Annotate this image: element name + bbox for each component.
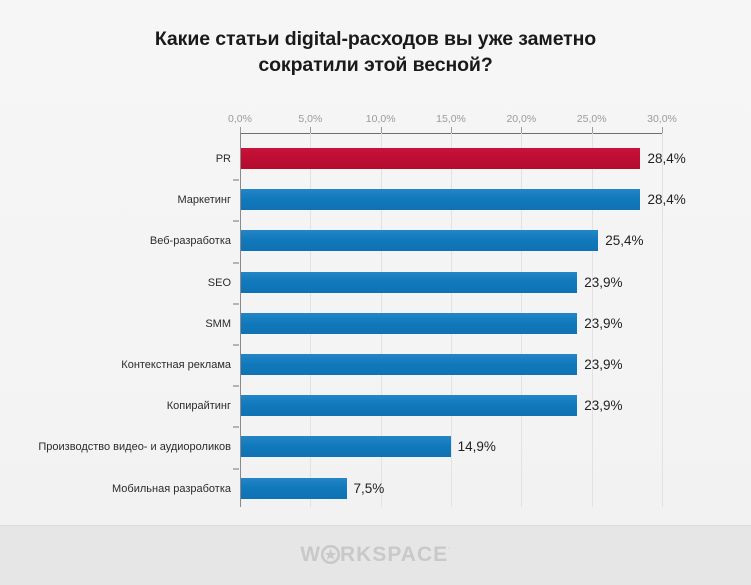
plot-area <box>240 133 663 507</box>
x-tick-label: 10,0% <box>365 113 396 125</box>
x-tick <box>521 127 523 133</box>
x-tick <box>380 127 382 133</box>
page-title: Какие статьи digital-расходов вы уже зам… <box>60 26 691 78</box>
y-tick <box>233 220 239 223</box>
chart-title-line-2: сократили этой весной? <box>258 54 493 76</box>
gridline-0,0% <box>240 133 241 507</box>
bar[interactable] <box>241 230 599 252</box>
x-tick <box>662 127 663 133</box>
gridline-30,0% <box>662 133 663 507</box>
gridline-25,0% <box>591 133 593 507</box>
value-label: 23,9% <box>584 357 623 372</box>
value-label: 14,9% <box>457 439 496 455</box>
x-tick <box>240 127 241 133</box>
category-label: SMM <box>205 317 231 330</box>
x-tick <box>451 127 452 133</box>
value-label: 23,9% <box>584 315 623 331</box>
y-tick <box>233 467 239 470</box>
bar[interactable] <box>241 436 451 458</box>
category-label: Мобильная разработка <box>112 482 231 495</box>
bar[interactable] <box>241 477 347 499</box>
value-label: 25,4% <box>605 233 644 249</box>
category-label: Копирайтинг <box>166 400 231 413</box>
x-tick <box>591 127 593 133</box>
value-label: 28,4% <box>647 192 686 208</box>
y-tick <box>233 302 239 305</box>
category-label: Контекстная реклама <box>121 359 231 371</box>
category-label: SEO <box>207 276 231 289</box>
bar[interactable] <box>241 354 578 375</box>
category-label: PR <box>215 153 231 165</box>
y-tick <box>233 385 239 388</box>
value-label: 23,9% <box>584 274 623 290</box>
x-tick <box>310 127 312 133</box>
value-label: 28,4% <box>647 151 686 166</box>
category-label: Производство видео- и аудиороликов <box>38 441 231 454</box>
y-tick <box>233 261 239 264</box>
watermark-logo: W RKSPACE˙ <box>0 543 751 567</box>
bar[interactable] <box>241 312 578 334</box>
bar[interactable] <box>241 189 641 211</box>
y-tick <box>233 344 239 346</box>
footer-bar: W RKSPACE˙ <box>0 525 751 585</box>
x-tick-label: 5,0% <box>298 113 323 125</box>
category-label: Веб-разработка <box>149 235 231 248</box>
value-label: 23,9% <box>584 398 623 414</box>
value-label: 7,5% <box>353 480 385 496</box>
x-tick-label: 25,0% <box>576 113 607 125</box>
y-tick <box>233 426 239 429</box>
y-tick <box>233 179 239 182</box>
x-tick-label: 0,0% <box>228 113 252 125</box>
watermark-text-right: RKSPACE <box>340 543 449 566</box>
bar[interactable] <box>241 148 641 169</box>
x-tick-label: 20,0% <box>506 113 537 125</box>
bar[interactable] <box>241 271 578 293</box>
x-tick-label: 15,0% <box>436 113 466 125</box>
chart-card: Какие статьи digital-расходов вы уже зам… <box>0 0 751 525</box>
star-in-circle-icon <box>321 545 341 564</box>
x-tick-label: 30,0% <box>647 113 677 125</box>
category-label: Маркетинг <box>177 194 231 207</box>
chart-title-line-1: Какие статьи digital-расходов вы уже зам… <box>154 28 597 50</box>
watermark-text-left: W <box>300 543 322 566</box>
bar[interactable] <box>241 395 578 417</box>
watermark-tm: ˙ <box>448 546 451 555</box>
